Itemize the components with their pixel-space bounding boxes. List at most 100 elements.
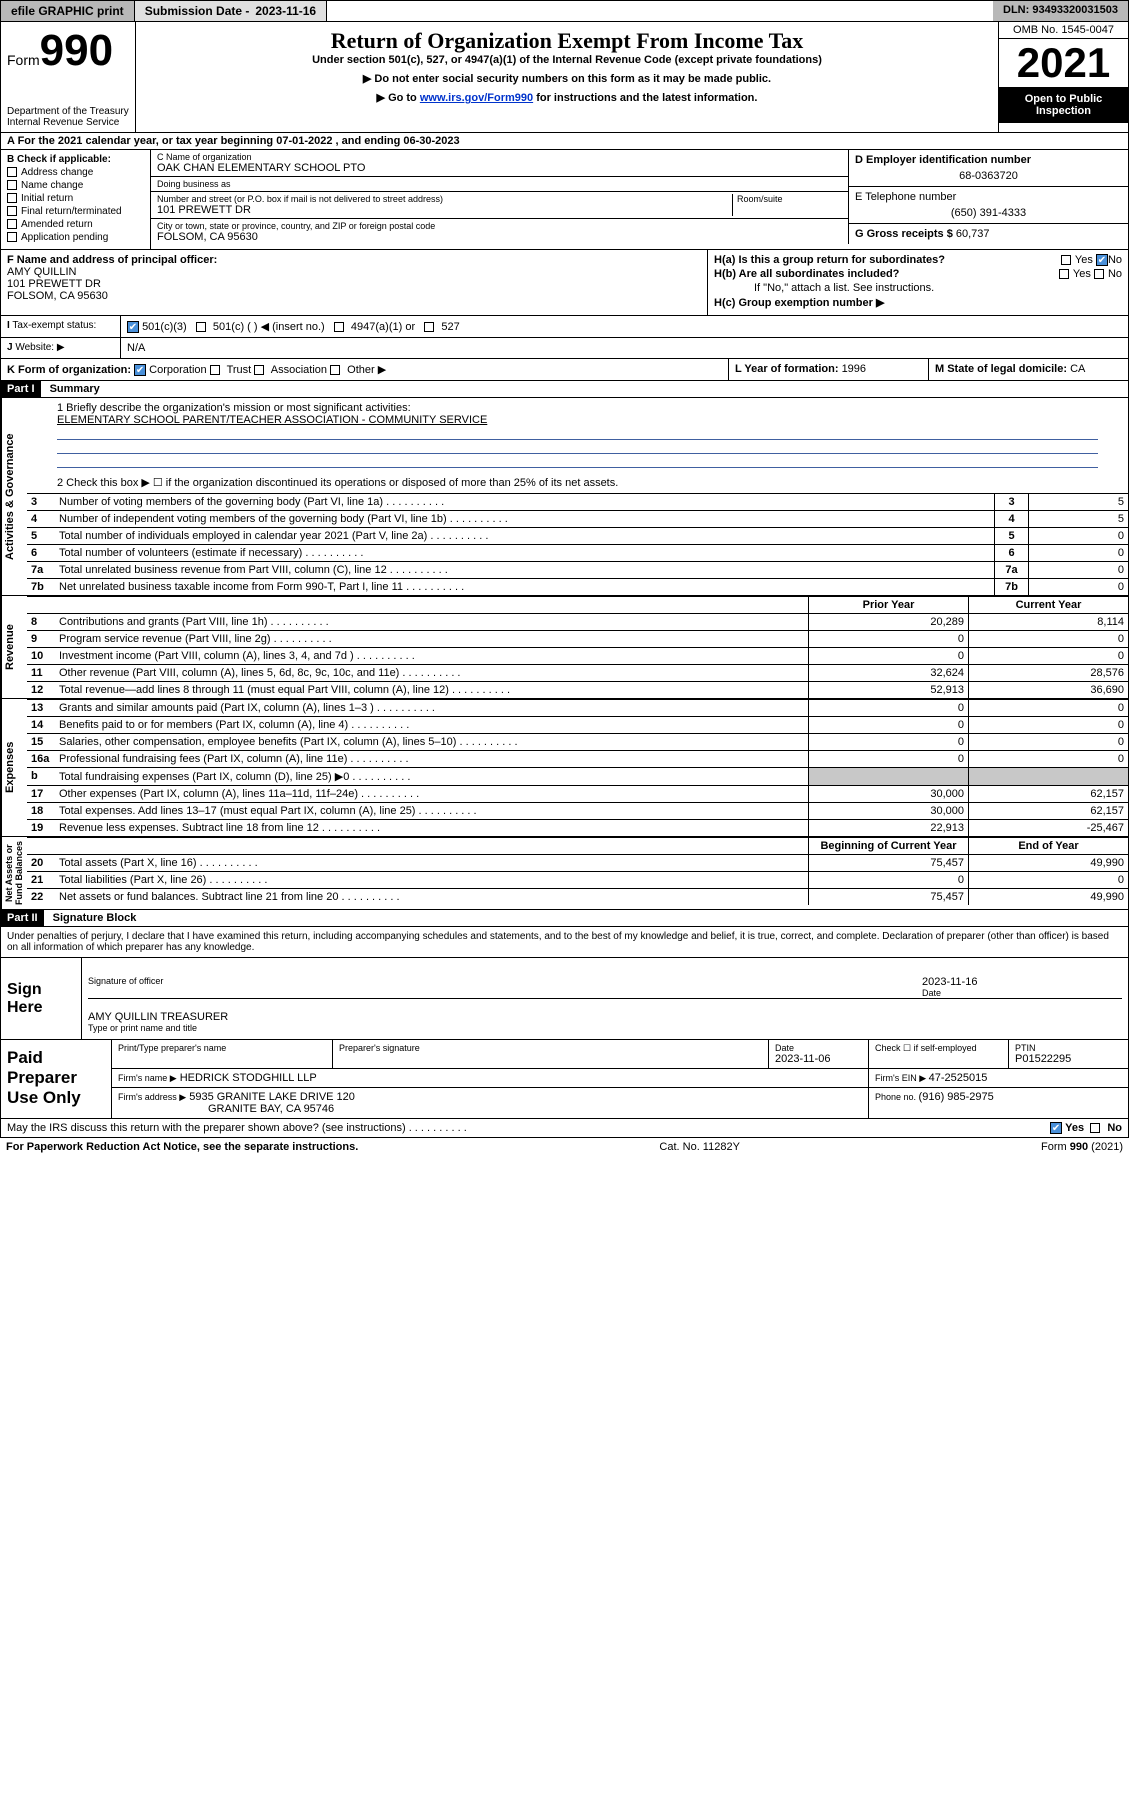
b-amended: Amended return: [21, 219, 93, 230]
footer-mid: Cat. No. 11282Y: [659, 1141, 740, 1153]
k-trust-cb[interactable]: [210, 365, 220, 375]
dba-lbl: Doing business as: [157, 179, 842, 189]
pc-hdr: Prior Year Current Year: [27, 596, 1128, 613]
k-corp: Corporation: [149, 364, 206, 376]
sig-decl: Under penalties of perjury, I declare th…: [0, 927, 1129, 958]
hdr-mid: Return of Organization Exempt From Incom…: [136, 22, 998, 132]
m-lbl: M State of legal domicile:: [935, 363, 1070, 375]
k-corp-cb[interactable]: ✔: [134, 364, 146, 376]
cb-app-pending[interactable]: [7, 232, 17, 242]
k-cell: K Form of organization: ✔ Corporation Tr…: [1, 359, 728, 380]
line-14: 14Benefits paid to or for members (Part …: [27, 716, 1128, 733]
ha-yes-cb[interactable]: [1061, 255, 1071, 265]
name-title-lbl: Type or print name and title: [88, 1023, 1122, 1033]
i-4947-cb[interactable]: [334, 322, 344, 332]
subdate-value: 2023-11-16: [255, 4, 316, 18]
line-10: 10Investment income (Part VIII, column (…: [27, 647, 1128, 664]
k-other-cb[interactable]: [330, 365, 340, 375]
p-h2: Preparer's signature: [339, 1043, 762, 1053]
cb-final[interactable]: [7, 206, 17, 216]
discuss-no-cb[interactable]: [1090, 1123, 1100, 1133]
c-name-lbl: C Name of organization: [157, 152, 842, 162]
col-deg: D Employer identification number 68-0363…: [848, 150, 1128, 249]
i-501c3-cb[interactable]: ✔: [127, 321, 139, 333]
i-4947: 4947(a)(1) or: [351, 321, 415, 333]
mline-1: [57, 426, 1098, 440]
b-name: Name change: [21, 180, 83, 191]
hb-no-cb[interactable]: [1094, 269, 1104, 279]
p-h5: PTIN: [1015, 1043, 1122, 1053]
row-a-taxyear: A For the 2021 calendar year, or tax yea…: [0, 133, 1129, 150]
footer-right: Form 990 (2021): [1041, 1141, 1123, 1153]
mline-2: [57, 440, 1098, 454]
e-val: (650) 391-4333: [855, 207, 1122, 219]
discuss-yes-cb[interactable]: ✔: [1050, 1122, 1062, 1134]
ha-no: No: [1108, 254, 1122, 266]
hb-no: No: [1108, 268, 1122, 280]
line-15: 15Salaries, other compensation, employee…: [27, 733, 1128, 750]
cb-amended[interactable]: [7, 219, 17, 229]
current-lbl: Current Year: [968, 597, 1128, 613]
sub3-pre: ▶ Go to: [377, 92, 420, 104]
hb-note: If "No," attach a list. See instructions…: [714, 282, 1122, 294]
row-i: I Tax-exempt status: ✔ 501(c)(3) 501(c) …: [0, 316, 1129, 338]
rev-block: Revenue Prior Year Current Year 8Contrib…: [0, 596, 1129, 699]
hb-lbl: H(b) Are all subordinates included?: [714, 268, 899, 280]
street-lbl: Number and street (or P.O. box if mail i…: [157, 194, 732, 204]
p-h1: Print/Type preparer's name: [118, 1043, 326, 1053]
gov-block: Activities & Governance 1 Briefly descri…: [0, 398, 1129, 596]
k-assoc: Association: [271, 364, 327, 376]
i-527-cb[interactable]: [424, 322, 434, 332]
hb-yes: Yes: [1073, 268, 1091, 280]
c-dba-cell: Doing business as: [151, 177, 848, 192]
i-501c-cb[interactable]: [196, 322, 206, 332]
cb-name-change[interactable]: [7, 180, 17, 190]
line-7b: 7bNet unrelated business taxable income …: [27, 578, 1128, 595]
f-addr2: FOLSOM, CA 95630: [7, 290, 108, 302]
l-val: 1996: [842, 363, 866, 375]
col-b: B Check if applicable: Address change Na…: [1, 150, 151, 249]
form-header: Form990 Department of the Treasury Inter…: [0, 22, 1129, 133]
org-name: OAK CHAN ELEMENTARY SCHOOL PTO: [157, 162, 842, 174]
k-other: Other ▶: [347, 364, 386, 376]
cb-addr-change[interactable]: [7, 167, 17, 177]
hb-yes-cb[interactable]: [1059, 269, 1069, 279]
paid-addr2: GRANITE BAY, CA 95746: [118, 1103, 334, 1115]
room-lbl: Room/suite: [737, 194, 842, 204]
row-klm: K Form of organization: ✔ Corporation Tr…: [0, 359, 1129, 381]
form990-link[interactable]: www.irs.gov/Form990: [420, 92, 533, 104]
sign-here-lbl: Sign Here: [1, 958, 81, 1039]
g-gross-cell: G Gross receipts $ 60,737: [848, 224, 1128, 244]
p-h3v: 2023-11-06: [775, 1053, 862, 1065]
omb-number: OMB No. 1545-0047: [999, 22, 1128, 39]
j-lbl: Website: ▶: [15, 342, 64, 353]
e-phone-cell: E Telephone number (650) 391-4333: [848, 187, 1128, 224]
end-lbl: End of Year: [968, 838, 1128, 854]
discuss-q: May the IRS discuss this return with the…: [7, 1122, 406, 1134]
subtitle-3: ▶ Go to www.irs.gov/Form990 for instruct…: [142, 91, 992, 104]
cb-initial[interactable]: [7, 193, 17, 203]
k-assoc-cb[interactable]: [254, 365, 264, 375]
line-19: 19Revenue less expenses. Subtract line 1…: [27, 819, 1128, 836]
dept: Department of the Treasury Internal Reve…: [7, 106, 129, 128]
a-mid: , and ending: [332, 135, 403, 147]
discuss-yes: Yes: [1065, 1122, 1084, 1134]
ha-no-cb[interactable]: ✔: [1096, 254, 1108, 266]
efile-print-button[interactable]: efile GRAPHIC print: [1, 1, 135, 21]
grid-bcd: B Check if applicable: Address change Na…: [0, 150, 1129, 249]
exp-block: Expenses 13Grants and similar amounts pa…: [0, 699, 1129, 837]
part1-hdr: Part I: [1, 381, 41, 397]
addr-lbl: Firm's address ▶: [118, 1092, 186, 1102]
toolbar: efile GRAPHIC print Submission Date - 20…: [0, 0, 1129, 22]
dln: DLN: 93493320031503: [993, 1, 1128, 21]
line-6: 6Total number of volunteers (estimate if…: [27, 544, 1128, 561]
part2-hdr-row: Part II Signature Block: [0, 910, 1129, 927]
hc-lbl: H(c) Group exemption number ▶: [714, 297, 884, 309]
dln-label: DLN:: [1003, 4, 1032, 16]
f-name: AMY QUILLIN: [7, 266, 77, 278]
phone-lbl: Phone no.: [875, 1092, 919, 1102]
vlabel-net: Net Assets or Fund Balances: [1, 837, 27, 909]
line-18: 18Total expenses. Add lines 13–17 (must …: [27, 802, 1128, 819]
b-final: Final return/terminated: [21, 206, 122, 217]
line-11: 11Other revenue (Part VIII, column (A), …: [27, 664, 1128, 681]
